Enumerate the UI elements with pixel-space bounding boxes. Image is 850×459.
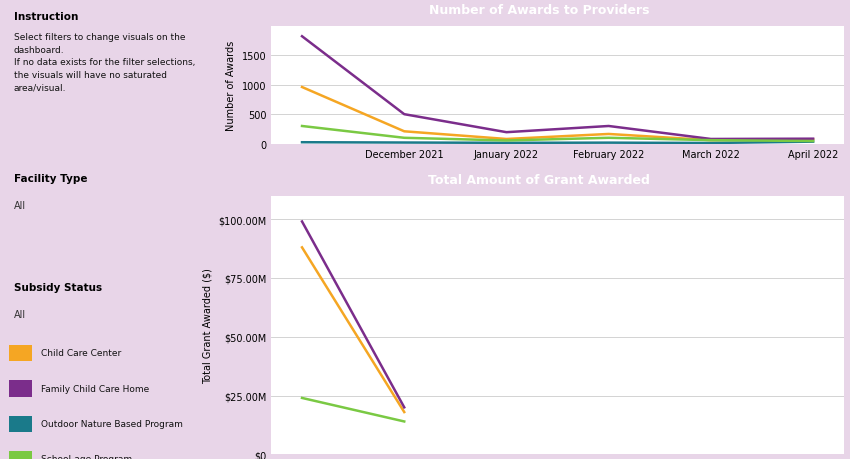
Text: Total Amount of Grant Awarded: Total Amount of Grant Awarded <box>428 174 650 187</box>
Text: Child Care Center: Child Care Center <box>41 348 122 358</box>
Text: Instruction: Instruction <box>14 11 78 22</box>
Text: Subsidy Status: Subsidy Status <box>14 283 102 293</box>
Text: School-age Program: School-age Program <box>41 454 132 459</box>
FancyBboxPatch shape <box>9 451 32 459</box>
Text: Select filters to change visuals on the
dashboard.
If no data exists for the fil: Select filters to change visuals on the … <box>14 33 195 92</box>
Y-axis label: Total Grant Awarded ($): Total Grant Awarded ($) <box>202 268 212 383</box>
Text: Number of Awards to Providers: Number of Awards to Providers <box>428 5 649 17</box>
Text: All: All <box>14 201 26 211</box>
Text: All: All <box>14 309 26 319</box>
Text: Family Child Care Home: Family Child Care Home <box>41 384 150 393</box>
Text: Facility Type: Facility Type <box>14 174 88 184</box>
Y-axis label: Number of Awards: Number of Awards <box>226 40 236 130</box>
FancyBboxPatch shape <box>9 345 32 362</box>
FancyBboxPatch shape <box>9 416 32 432</box>
Text: Outdoor Nature Based Program: Outdoor Nature Based Program <box>41 419 183 428</box>
FancyBboxPatch shape <box>9 381 32 397</box>
